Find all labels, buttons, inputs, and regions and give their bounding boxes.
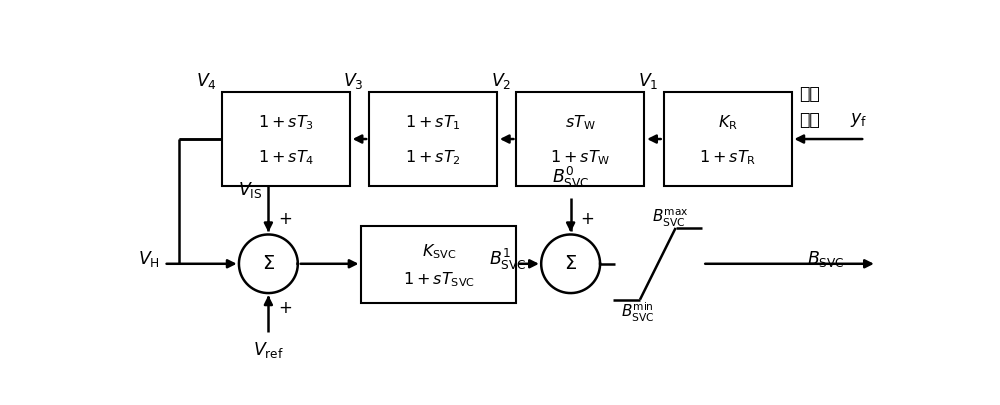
Text: $1+sT_{\mathrm{SVC}}$: $1+sT_{\mathrm{SVC}}$ (403, 271, 475, 289)
Text: $K_{\mathrm{SVC}}$: $K_{\mathrm{SVC}}$ (422, 242, 456, 261)
Text: $+$: $+$ (278, 299, 292, 318)
Bar (369, 92, 497, 186)
Text: $1+sT_{4}$: $1+sT_{4}$ (258, 148, 314, 167)
Text: $V_3$: $V_3$ (343, 71, 364, 92)
Text: $K_{\mathrm{R}}$: $K_{\mathrm{R}}$ (718, 114, 738, 132)
Text: $B_{\rm SVC}^{0}$: $B_{\rm SVC}^{0}$ (552, 165, 589, 190)
Text: $B_{\rm SVC}^{1}$: $B_{\rm SVC}^{1}$ (489, 247, 526, 272)
Text: 反馈: 反馈 (799, 85, 820, 103)
Text: $-$: $-$ (211, 253, 227, 272)
Text: $V_2$: $V_2$ (491, 71, 511, 92)
Text: $1+sT_{1}$: $1+sT_{1}$ (405, 114, 461, 132)
Text: $B_{\rm SVC}$: $B_{\rm SVC}$ (807, 249, 845, 269)
Text: $B_{\rm SVC}^{\rm max}$: $B_{\rm SVC}^{\rm max}$ (652, 208, 688, 229)
Bar (361, 226, 516, 303)
Bar (664, 92, 792, 186)
Text: $+$: $+$ (580, 210, 594, 228)
Text: $V_{\rm IS}$: $V_{\rm IS}$ (238, 181, 263, 200)
Text: $\Sigma$: $\Sigma$ (564, 254, 577, 273)
Text: $1+sT_{3}$: $1+sT_{3}$ (258, 114, 314, 132)
Text: $\Sigma$: $\Sigma$ (262, 254, 275, 273)
Text: $+$: $+$ (278, 210, 292, 228)
Text: $V_{\rm ref}$: $V_{\rm ref}$ (253, 340, 284, 360)
Text: $1+sT_{\mathrm{W}}$: $1+sT_{\mathrm{W}}$ (550, 148, 611, 167)
Text: $V_4$: $V_4$ (196, 71, 216, 92)
Text: $V_{\rm H}$: $V_{\rm H}$ (138, 249, 160, 269)
Polygon shape (541, 234, 600, 293)
Bar (222, 92, 350, 186)
Text: $1+sT_{2}$: $1+sT_{2}$ (405, 148, 461, 167)
Text: $B_{\rm SVC}^{\rm min}$: $B_{\rm SVC}^{\rm min}$ (621, 301, 654, 324)
Text: $sT_{\mathrm{W}}$: $sT_{\mathrm{W}}$ (565, 114, 596, 132)
Text: $+$: $+$ (580, 258, 594, 276)
Polygon shape (239, 234, 298, 293)
Bar (516, 92, 644, 186)
Text: 信号: 信号 (799, 111, 820, 129)
Text: $y_{\rm f}$: $y_{\rm f}$ (850, 111, 867, 129)
Text: $1+sT_{\mathrm{R}}$: $1+sT_{\mathrm{R}}$ (699, 148, 756, 167)
Text: $V_1$: $V_1$ (638, 71, 658, 92)
